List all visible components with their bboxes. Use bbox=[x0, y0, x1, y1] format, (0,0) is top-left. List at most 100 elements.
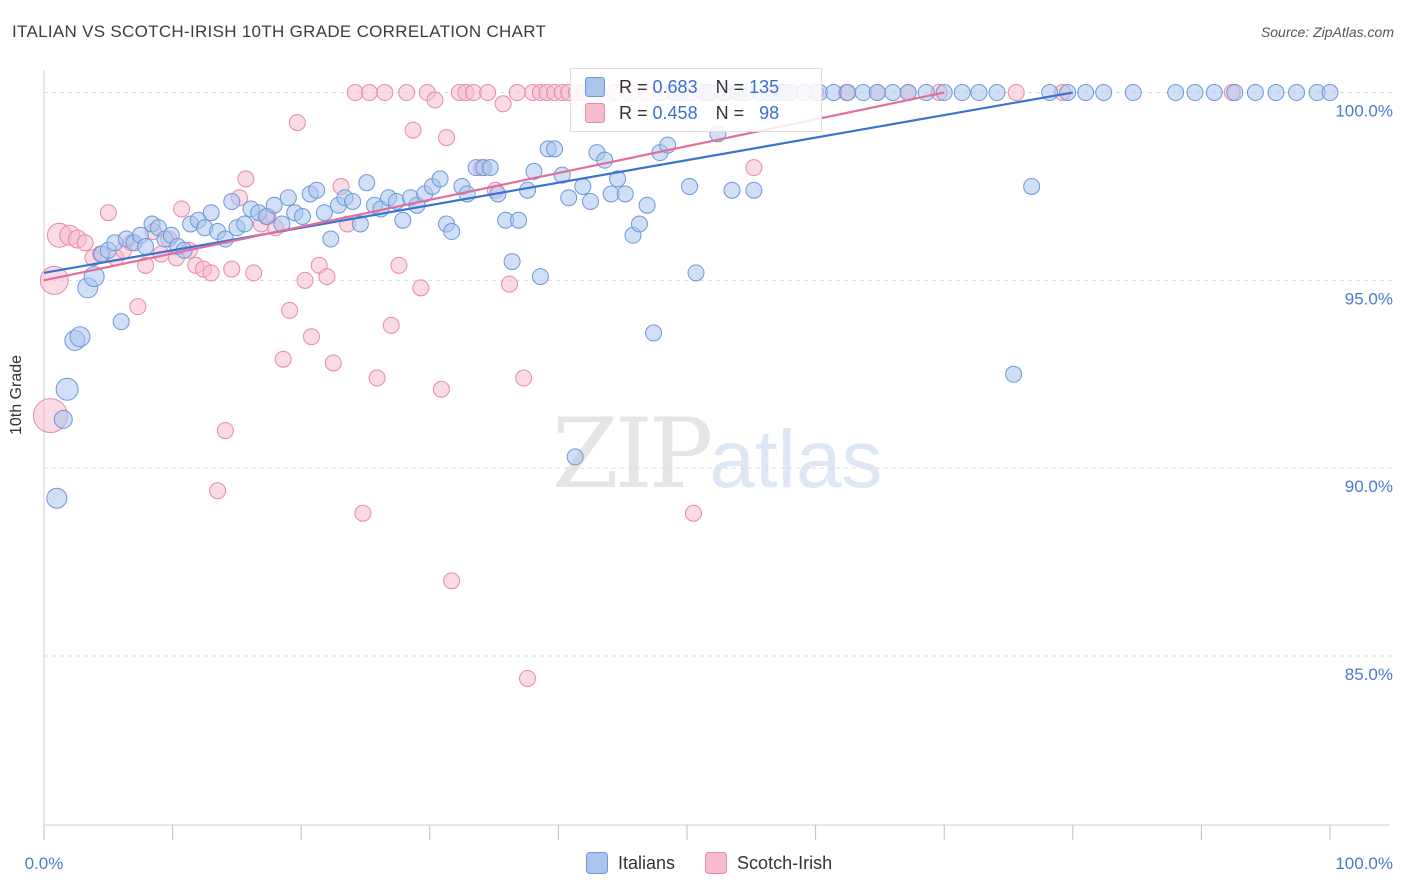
y-tick-label: 100.0% bbox=[1335, 102, 1393, 121]
italians-point bbox=[1321, 84, 1339, 102]
scotch-irish-point bbox=[501, 275, 519, 293]
italians-point bbox=[839, 84, 857, 102]
scotch-irish-point bbox=[390, 256, 408, 274]
watermark-atlas: atlas bbox=[709, 414, 883, 505]
italians-point bbox=[1167, 84, 1185, 102]
legend-item-italians: Italians bbox=[586, 852, 675, 874]
scotch-irish-point bbox=[346, 84, 364, 102]
scotch-irish-point bbox=[519, 670, 537, 688]
italians-point bbox=[1095, 84, 1113, 102]
italians-point bbox=[351, 215, 369, 233]
chart-title: ITALIAN VS SCOTCH-IRISH 10TH GRADE CORRE… bbox=[12, 22, 547, 41]
italians-point bbox=[510, 211, 528, 229]
italians-point bbox=[574, 177, 592, 195]
scotch-irish-point bbox=[237, 170, 255, 188]
scotch-irish-point bbox=[302, 328, 320, 346]
legend-row-scotch-irish: R = 0.458 N = 98 bbox=[585, 101, 779, 125]
italians-point bbox=[825, 84, 843, 102]
italians-point bbox=[481, 159, 499, 177]
scotch-irish-point bbox=[479, 84, 497, 102]
legend-row-italians: R = 0.683 N = 135 bbox=[585, 75, 779, 99]
italians-point bbox=[1288, 84, 1306, 102]
italians-point bbox=[1005, 365, 1023, 383]
legend-n-value: 98 bbox=[759, 102, 780, 123]
italians-point bbox=[293, 207, 311, 225]
italians-point bbox=[223, 192, 241, 210]
italians-point bbox=[681, 177, 699, 195]
scotch-irish-point bbox=[412, 279, 430, 297]
legend-n-label: N = bbox=[715, 76, 745, 97]
scotch-irish-point bbox=[443, 572, 461, 590]
italians-point bbox=[630, 215, 648, 233]
italians-point bbox=[854, 84, 872, 102]
scotch-irish-point bbox=[202, 264, 220, 282]
scotch-irish-point bbox=[209, 482, 227, 500]
scotch-irish-point bbox=[318, 268, 336, 286]
italians-point bbox=[1186, 84, 1204, 102]
italians-point bbox=[566, 448, 584, 466]
scotch-irish-point bbox=[398, 84, 416, 102]
italians-point bbox=[609, 170, 627, 188]
scotch-irish-point bbox=[404, 121, 422, 139]
scotch-irish-point bbox=[173, 200, 191, 218]
x-tick-label: 0.0% bbox=[25, 854, 64, 873]
italians-point bbox=[322, 230, 340, 248]
italians-point bbox=[202, 204, 220, 222]
source-label: Source: ZipAtlas.com bbox=[1260, 24, 1394, 40]
italians-point bbox=[596, 151, 614, 169]
italians-point bbox=[53, 409, 73, 429]
scotch-irish-point bbox=[274, 350, 292, 368]
italians-point bbox=[868, 84, 886, 102]
series-legend: Italians Scotch-Irish bbox=[586, 852, 862, 874]
scotch-irish-point bbox=[129, 298, 147, 316]
italians-point bbox=[308, 181, 326, 199]
italians-point bbox=[55, 377, 79, 401]
italians-point bbox=[1077, 84, 1095, 102]
scotch-irish-point bbox=[368, 369, 386, 387]
italians-point bbox=[645, 324, 663, 342]
scotch-irish-point bbox=[438, 129, 456, 147]
scotch-irish-point bbox=[508, 84, 526, 102]
italians-point bbox=[503, 253, 521, 271]
scotch-irish-point bbox=[494, 95, 512, 113]
italians-point bbox=[265, 196, 283, 214]
scotch-irish-point bbox=[296, 271, 314, 289]
italians-point bbox=[638, 196, 656, 214]
scotch-irish-point bbox=[281, 301, 299, 319]
italians-point bbox=[236, 215, 254, 233]
italians-point bbox=[1226, 84, 1244, 102]
italians-point bbox=[519, 181, 537, 199]
scotch-irish-point bbox=[76, 234, 94, 252]
italians-point bbox=[546, 140, 564, 158]
scotch-irish-legend-swatch bbox=[705, 852, 728, 874]
italians-point bbox=[560, 189, 578, 207]
italians-point bbox=[279, 189, 297, 207]
italians-point bbox=[745, 181, 763, 199]
scotch-irish-point bbox=[432, 380, 450, 398]
scotch-irish-swatch bbox=[585, 103, 605, 123]
scotch-irish-point bbox=[245, 264, 263, 282]
x-tick-label: 100.0% bbox=[1335, 854, 1393, 873]
italians-point bbox=[1205, 84, 1223, 102]
legend-r-label: R = bbox=[619, 102, 648, 123]
scotch-irish-point bbox=[745, 159, 763, 177]
italians-trend-line bbox=[43, 91, 1073, 274]
italians-point bbox=[358, 174, 376, 192]
scotch-irish-point bbox=[288, 114, 306, 132]
italians-point bbox=[1124, 84, 1142, 102]
scotch-irish-point bbox=[515, 369, 533, 387]
y-tick-label: 85.0% bbox=[1345, 665, 1393, 684]
italians-point bbox=[394, 211, 412, 229]
y-tick-label: 90.0% bbox=[1345, 477, 1393, 496]
scotch-irish-point bbox=[99, 204, 117, 222]
legend-item-scotch-irish: Scotch-Irish bbox=[705, 852, 832, 874]
scotch-irish-point bbox=[223, 260, 241, 278]
italians-point bbox=[988, 84, 1006, 102]
italians-point bbox=[112, 313, 130, 331]
italians-point bbox=[46, 487, 68, 509]
italians-point bbox=[344, 192, 362, 210]
italians-point bbox=[1267, 84, 1285, 102]
italians-point bbox=[1246, 84, 1264, 102]
scotch-irish-point bbox=[216, 422, 234, 440]
